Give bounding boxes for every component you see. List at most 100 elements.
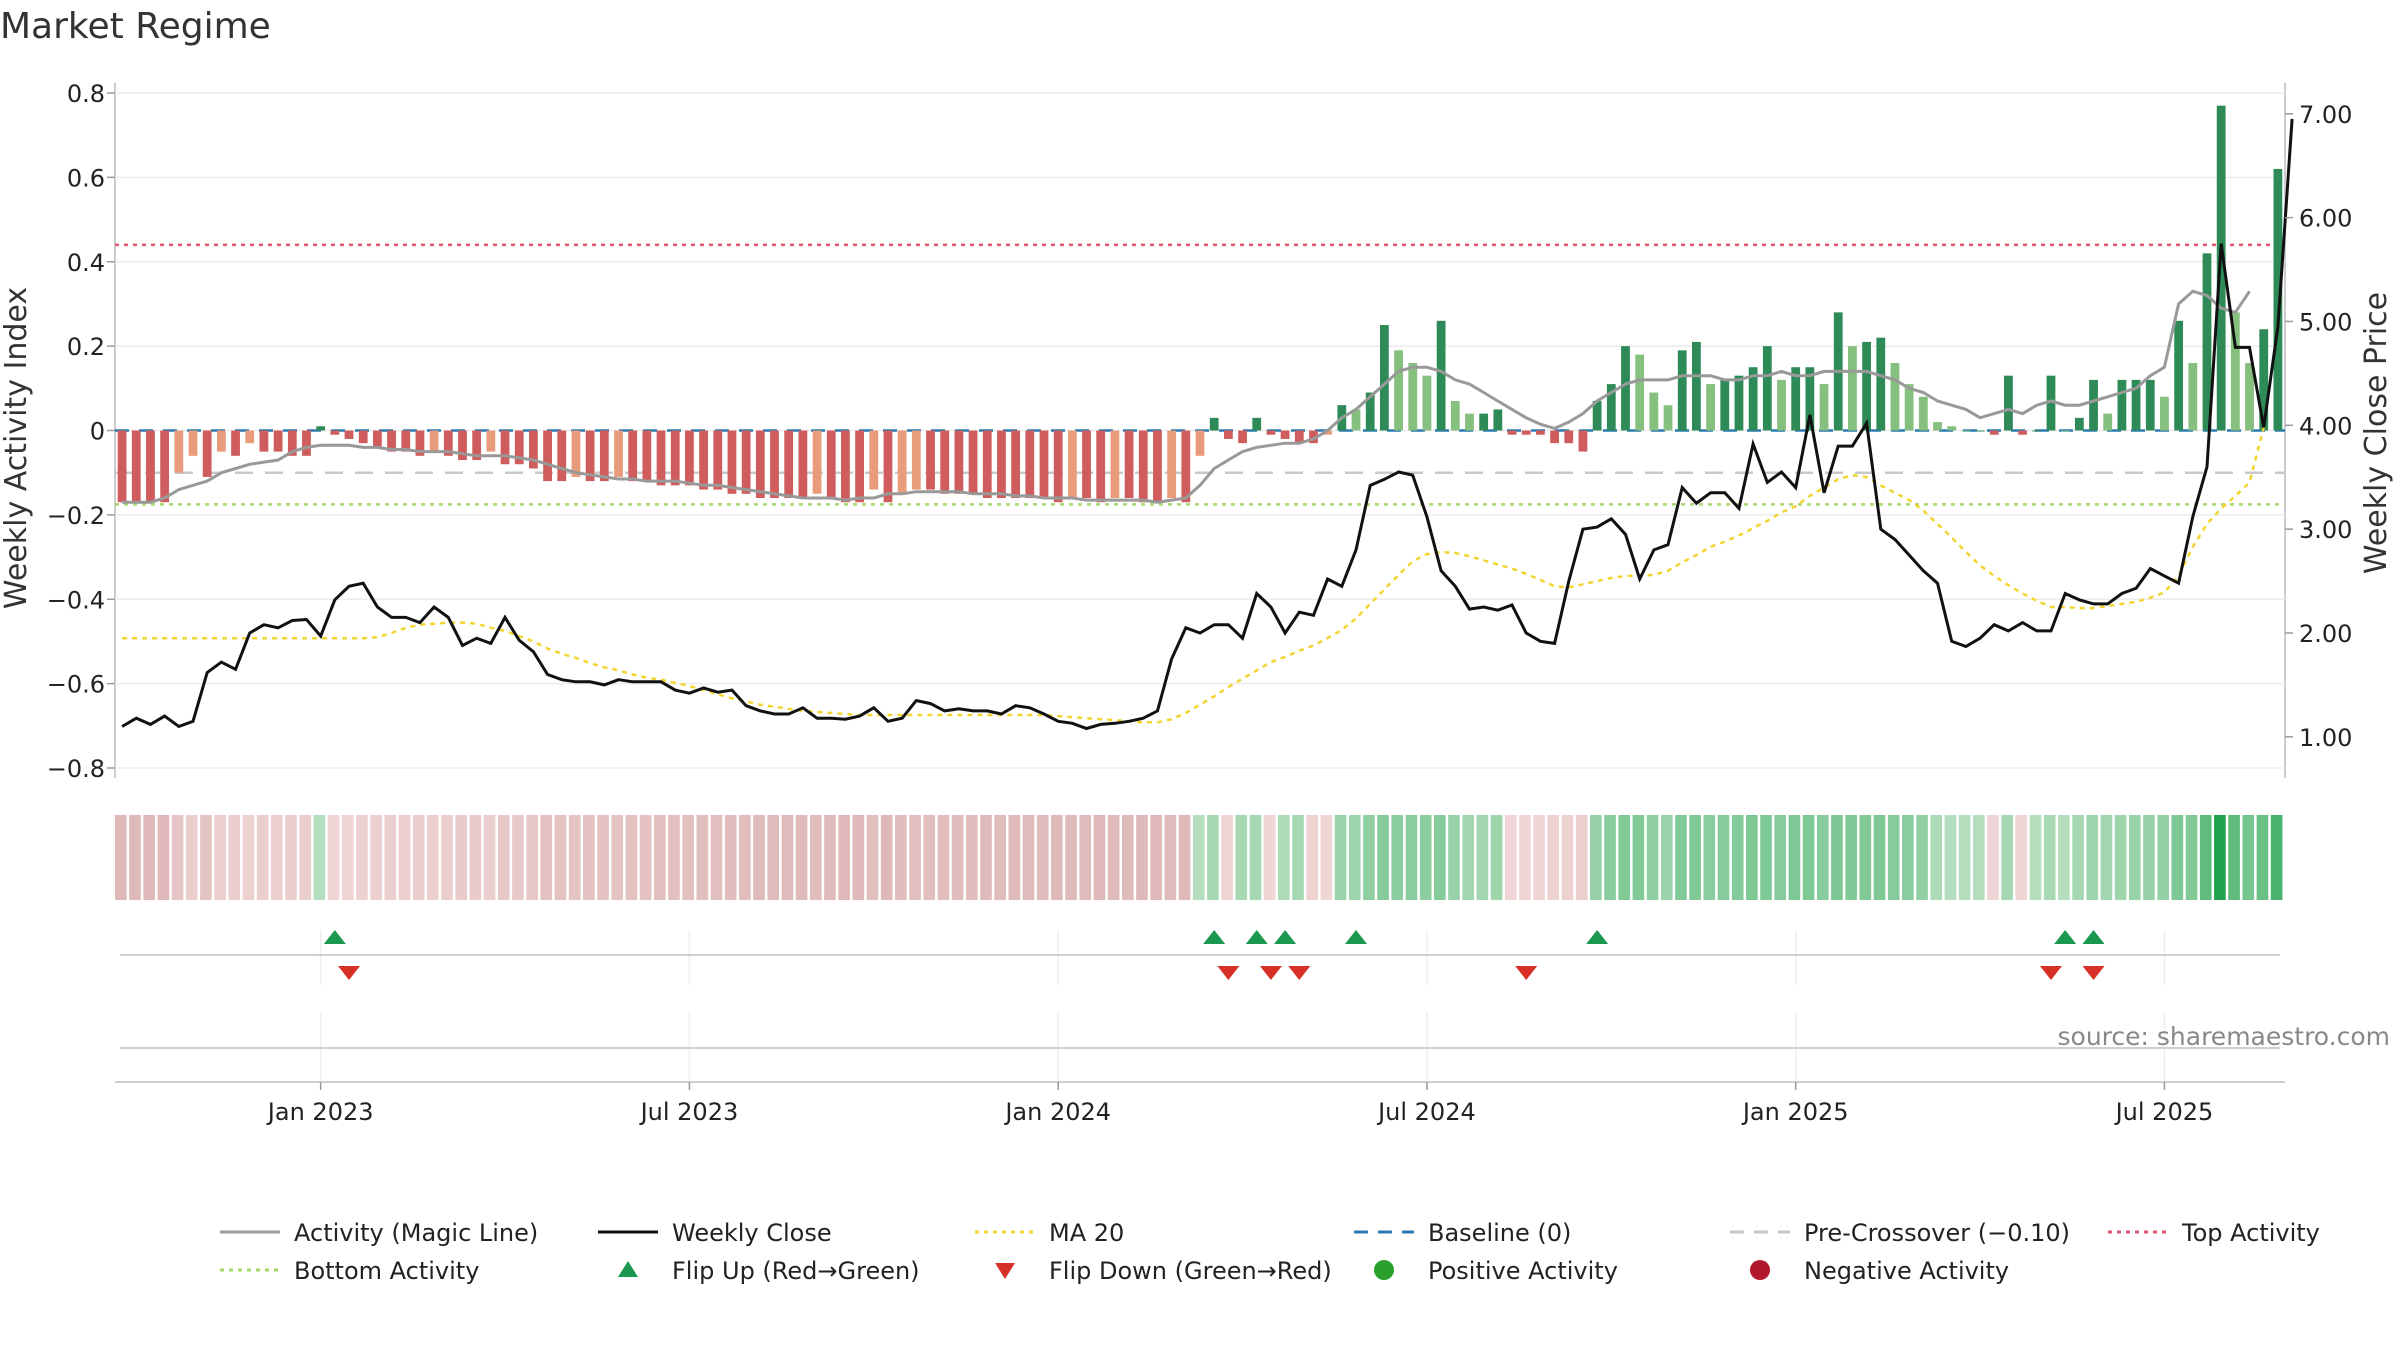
activity-bar — [1223, 430, 1233, 439]
left-tick-label: −0.6 — [47, 671, 105, 699]
activity-bar — [231, 430, 240, 456]
heat-cell — [1958, 815, 1971, 900]
heat-cell — [129, 815, 141, 900]
source-note: source: sharemaestro.com — [2058, 1022, 2391, 1051]
activity-bar — [1053, 430, 1063, 503]
heat-cell — [171, 815, 184, 900]
activity-bar — [1379, 325, 1389, 431]
heat-cell — [398, 815, 411, 900]
activity-bar — [1961, 430, 1971, 432]
activity-bar — [1025, 430, 1035, 498]
activity-bar — [770, 430, 779, 498]
activity-bar — [117, 430, 127, 503]
x-tick-label: Jan 2024 — [1003, 1098, 1111, 1126]
activity-bar — [2259, 329, 2269, 431]
activity-bar — [1323, 430, 1333, 435]
activity-bar — [429, 430, 439, 452]
activity-bar — [529, 430, 538, 469]
flip-down-marker — [1288, 966, 1311, 980]
activity-bar — [571, 430, 581, 477]
heat-cell — [795, 815, 808, 900]
heat-cell — [838, 815, 850, 900]
activity-bar — [1365, 392, 1375, 431]
activity-bar — [812, 430, 822, 494]
activity-bar — [1082, 430, 1091, 498]
heat-cell — [809, 815, 822, 900]
heat-cell — [1802, 815, 1815, 900]
activity-bar — [713, 430, 723, 490]
heat-cell — [1575, 815, 1588, 900]
activity-bar — [727, 430, 737, 494]
heat-cell — [2157, 815, 2169, 900]
heat-cell — [1391, 815, 1404, 900]
heat-cell — [1008, 815, 1021, 900]
flip-up-marker — [2054, 930, 2077, 944]
activity-bar — [2046, 375, 2056, 431]
heat-cell — [115, 815, 127, 900]
activity-bar — [1564, 430, 1574, 444]
flip-up-marker — [323, 930, 346, 944]
heat-cell — [1476, 815, 1489, 900]
activity-bar — [514, 430, 524, 465]
activity-bar — [387, 430, 396, 452]
activity-bar — [897, 430, 907, 494]
activity-bar — [202, 430, 212, 477]
activity-bar — [968, 430, 978, 494]
heat-cell — [1590, 815, 1602, 900]
flip-down-marker — [2039, 966, 2062, 980]
activity-bar — [316, 426, 326, 431]
flip-up-marker — [1586, 930, 1609, 944]
activity-bar — [1692, 341, 1701, 431]
heat-cell — [157, 815, 170, 900]
x-tick-label: Jan 2023 — [266, 1098, 374, 1126]
legend-label: Top Activity — [2181, 1219, 2320, 1247]
heat-cell — [1731, 815, 1744, 900]
activity-bar — [2216, 105, 2226, 431]
heat-cell — [1434, 815, 1446, 900]
flip-up-marker — [1274, 930, 1297, 944]
activity-bar — [302, 430, 311, 456]
heat-cell — [1887, 815, 1900, 900]
heat-cell — [1178, 815, 1191, 900]
activity-bar — [1663, 405, 1673, 431]
heat-cell — [2058, 815, 2070, 900]
activity-bar — [1280, 430, 1290, 439]
heat-cell — [696, 815, 709, 900]
heat-cell — [540, 815, 553, 900]
heat-cell — [2199, 815, 2212, 900]
activity-bar — [585, 430, 595, 482]
heat-cell — [1405, 815, 1418, 900]
heat-cell — [384, 815, 397, 900]
heat-cell — [724, 815, 737, 900]
heat-cell — [2100, 815, 2113, 900]
activity-bar — [358, 430, 368, 444]
heat-cell — [1774, 815, 1787, 900]
heat-cell — [526, 815, 538, 900]
activity-bar — [940, 430, 950, 494]
left-tick-label: 0.8 — [67, 80, 105, 108]
activity-bar — [1011, 430, 1021, 498]
activity-bar — [1266, 430, 1276, 435]
legend-label: Flip Up (Red→Green) — [672, 1257, 920, 1285]
heat-cell — [1646, 815, 1659, 900]
right-axis-ticks: 7.00 6.00 5.00 4.00 3.00 2.00 1.00 — [2285, 101, 2352, 752]
activity-bar — [1479, 413, 1489, 431]
heat-cell — [2015, 815, 2028, 900]
heat-cell — [1831, 815, 1843, 900]
heat-cell — [2171, 815, 2184, 900]
x-tick-label: Jul 2023 — [639, 1098, 739, 1126]
activity-bar — [755, 430, 765, 498]
heat-cell — [2029, 815, 2042, 900]
heat-cell — [852, 815, 865, 900]
heat-cell — [1859, 815, 1872, 900]
x-axis-ticks: Jan 2023 Jul 2023 Jan 2024 Jul 2024 Jan 2025… — [266, 1082, 2213, 1126]
activity-bar — [1777, 379, 1786, 431]
activity-bar — [2018, 430, 2028, 435]
activity-bar — [1848, 346, 1857, 431]
left-axis-label: Weekly Activity Index — [0, 287, 34, 609]
activity-bar — [2032, 430, 2042, 432]
heat-cell — [1788, 815, 1801, 900]
heat-cell — [1419, 815, 1432, 900]
heat-cell — [980, 815, 992, 900]
flip-down-marker — [1217, 966, 1240, 980]
